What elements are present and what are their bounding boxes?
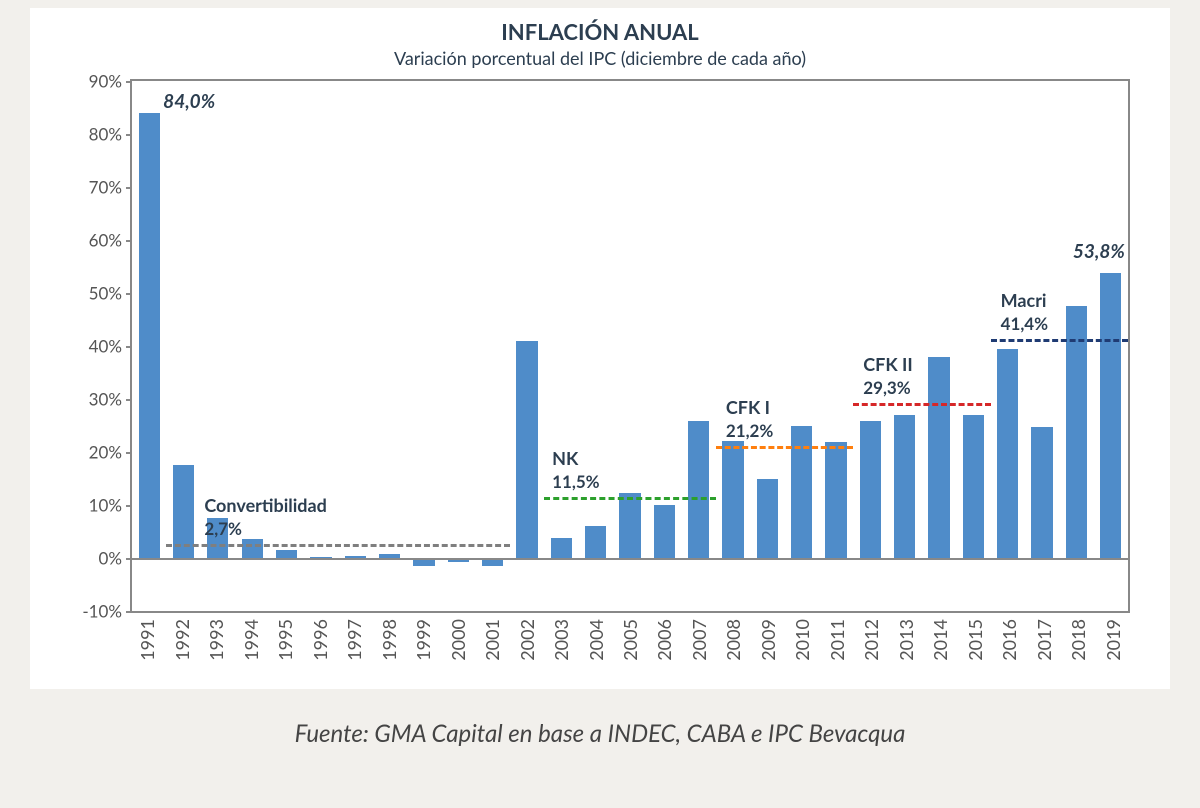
- bar: [516, 341, 537, 558]
- x-tick-label: 2001: [481, 619, 503, 661]
- period-avg-line: [991, 339, 1128, 342]
- period-value: 2,7%: [204, 518, 242, 539]
- x-tick-label: 2016: [998, 619, 1020, 661]
- y-tick-mark: [126, 187, 132, 189]
- bar: [1066, 306, 1087, 558]
- bar: [1100, 273, 1121, 558]
- y-tick-mark: [126, 81, 132, 83]
- period-avg-line: [853, 403, 990, 406]
- x-tick-label: 2010: [791, 619, 813, 661]
- bar: [757, 479, 778, 559]
- value-callout: 53,8%: [1073, 240, 1125, 263]
- period-avg-line: [166, 544, 509, 547]
- chart-title: INFLACIÓN ANUAL: [30, 8, 1170, 45]
- bars-layer: [132, 81, 1128, 611]
- period-value: 21,2%: [726, 420, 774, 441]
- bar: [997, 349, 1018, 558]
- period-value: 41,4%: [1001, 313, 1049, 334]
- x-tick-label: 2003: [550, 619, 572, 661]
- x-tick-label: 1995: [274, 619, 296, 661]
- x-tick-label: 2007: [688, 619, 710, 661]
- source-text: Fuente: GMA Capital en base a INDEC, CAB…: [0, 719, 1200, 748]
- x-tick-label: 2019: [1102, 619, 1124, 661]
- period-label: CFK II: [863, 353, 912, 375]
- zero-line: [132, 558, 1128, 560]
- y-tick-mark: [126, 293, 132, 295]
- bar: [585, 526, 606, 558]
- chart-subtitle: Variación porcentual del IPC (diciembre …: [30, 47, 1170, 69]
- x-tick-label: 2011: [826, 619, 848, 661]
- x-tick-label: 2018: [1067, 619, 1089, 661]
- period-label: Convertibilidad: [204, 494, 327, 516]
- period-avg-line: [544, 497, 716, 500]
- bar: [619, 493, 640, 558]
- x-tick-label: 2005: [619, 619, 641, 661]
- period-value: 29,3%: [863, 377, 911, 398]
- x-tick-label: 1993: [205, 619, 227, 661]
- y-tick-mark: [126, 505, 132, 507]
- x-tick-label: 2000: [447, 619, 469, 661]
- period-label: NK: [552, 447, 578, 469]
- x-tick-label: 1999: [412, 619, 434, 661]
- x-tick-label: 1996: [309, 619, 331, 661]
- bar: [963, 415, 984, 558]
- y-tick-mark: [126, 399, 132, 401]
- x-tick-label: 2002: [516, 619, 538, 661]
- x-tick-label: 2009: [757, 619, 779, 661]
- bar: [139, 113, 160, 558]
- period-label: Macri: [1001, 289, 1047, 311]
- bar: [928, 357, 949, 558]
- x-tick-label: 2014: [929, 619, 951, 661]
- period-value: 11,5%: [552, 471, 600, 492]
- x-tick-label: 2012: [860, 619, 882, 661]
- x-tick-label: 2006: [653, 619, 675, 661]
- x-tick-label: 2015: [964, 619, 986, 661]
- bar: [1031, 427, 1052, 558]
- y-tick-mark: [126, 240, 132, 242]
- bar: [688, 421, 709, 558]
- bar: [722, 441, 743, 558]
- bar: [242, 539, 263, 558]
- x-tick-label: 1998: [378, 619, 400, 661]
- x-tick-label: 1997: [343, 619, 365, 661]
- x-tick-label: 2017: [1033, 619, 1055, 661]
- plot-area: Convertibilidad2,7% NK11,5% CFK I21,2% CFK …: [130, 79, 1130, 613]
- y-tick-mark: [126, 611, 132, 613]
- bar: [551, 538, 572, 558]
- bar: [894, 415, 915, 558]
- x-tick-label: 2013: [895, 619, 917, 661]
- bar: [825, 442, 846, 558]
- y-tick-mark: [126, 134, 132, 136]
- value-callout: 84,0%: [163, 90, 215, 113]
- x-tick-label: 1991: [136, 619, 158, 661]
- y-tick-mark: [126, 452, 132, 454]
- bar: [276, 550, 297, 558]
- x-tick-label: 1992: [171, 619, 193, 661]
- x-axis-labels: 1991 1992 1993 1994 1995 1996 1997 1998 1999 2000…: [130, 619, 1130, 689]
- period-avg-line: [716, 446, 853, 449]
- y-tick-label: -10%: [82, 601, 132, 622]
- y-tick-mark: [126, 346, 132, 348]
- x-tick-label: 2004: [585, 619, 607, 661]
- x-tick-label: 2008: [722, 619, 744, 661]
- bar: [860, 421, 881, 558]
- bar: [654, 505, 675, 558]
- period-label: CFK I: [726, 396, 770, 418]
- x-tick-label: 1994: [240, 619, 262, 661]
- chart-container: INFLACIÓN ANUAL Variación porcentual del…: [30, 8, 1170, 689]
